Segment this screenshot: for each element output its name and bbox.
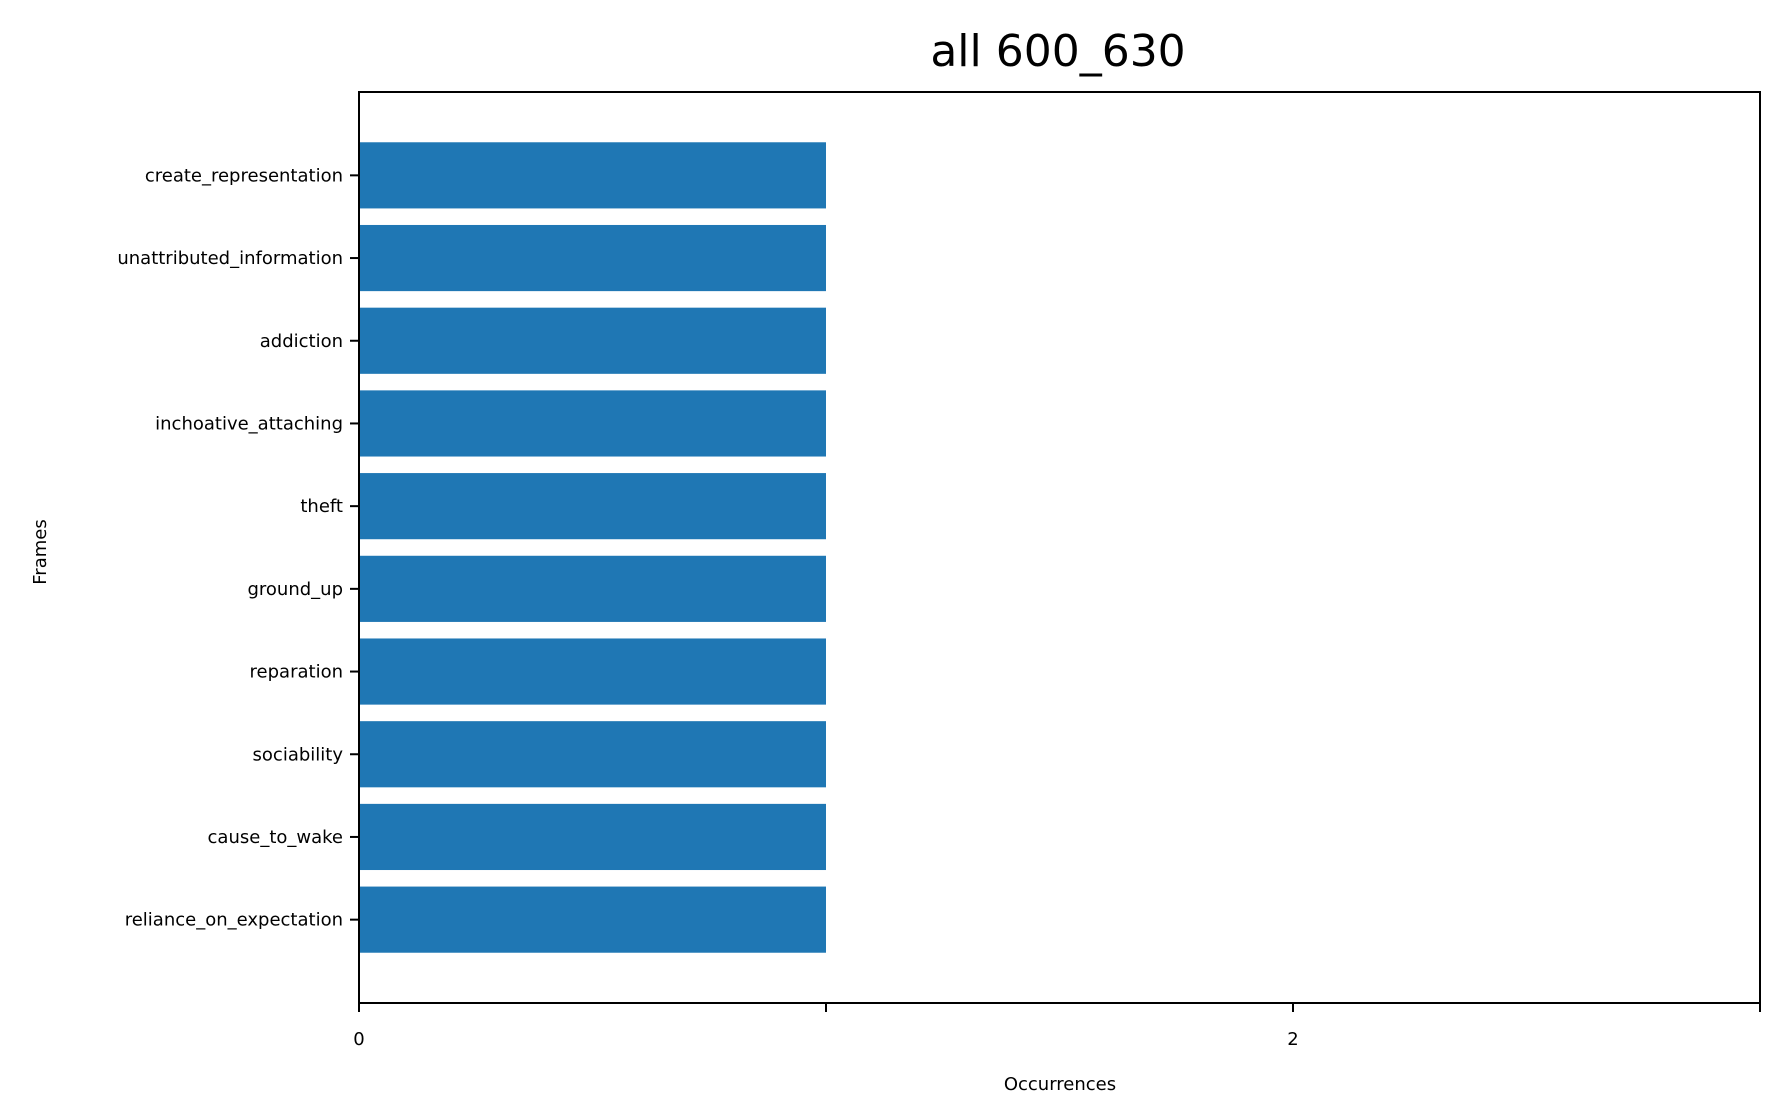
y-axis-label: Frames bbox=[30, 519, 51, 584]
bar-create_representation bbox=[359, 142, 826, 209]
x-tick-label: 2 bbox=[1287, 1029, 1298, 1050]
bar-sociability bbox=[359, 721, 826, 788]
bar-ground_up bbox=[359, 555, 826, 622]
x-axis-label: Occurrences bbox=[1004, 1074, 1116, 1095]
y-tick-label: reliance_on_expectation bbox=[125, 910, 343, 931]
y-tick-label: cause_to_wake bbox=[208, 827, 343, 848]
y-tick-label: addiction bbox=[260, 331, 343, 352]
bar-reparation bbox=[359, 638, 826, 705]
bar-addiction bbox=[359, 307, 826, 374]
plot-frame bbox=[358, 91, 1761, 1004]
x-tick-label: 0 bbox=[353, 1029, 364, 1050]
y-tick-label: inchoative_attaching bbox=[155, 413, 343, 434]
y-tick-label: ground_up bbox=[247, 579, 343, 600]
chart-title: all 600_630 bbox=[930, 26, 1185, 77]
bars bbox=[359, 142, 826, 953]
bar-cause_to_wake bbox=[359, 803, 826, 871]
y-tick-label: create_representation bbox=[145, 165, 343, 186]
y-tick-label: sociability bbox=[253, 744, 344, 765]
y-tick-label: reparation bbox=[250, 662, 343, 683]
bar-inchoative_attaching bbox=[359, 390, 826, 457]
bar-theft bbox=[359, 473, 826, 540]
y-tick-label: unattributed_information bbox=[117, 248, 343, 269]
y-tick-label: theft bbox=[300, 496, 343, 517]
bar-unattributed_information bbox=[359, 224, 826, 292]
y-axis: create_representation unattributed_inform… bbox=[117, 165, 359, 931]
bar-reliance_on_expectation bbox=[359, 886, 826, 953]
